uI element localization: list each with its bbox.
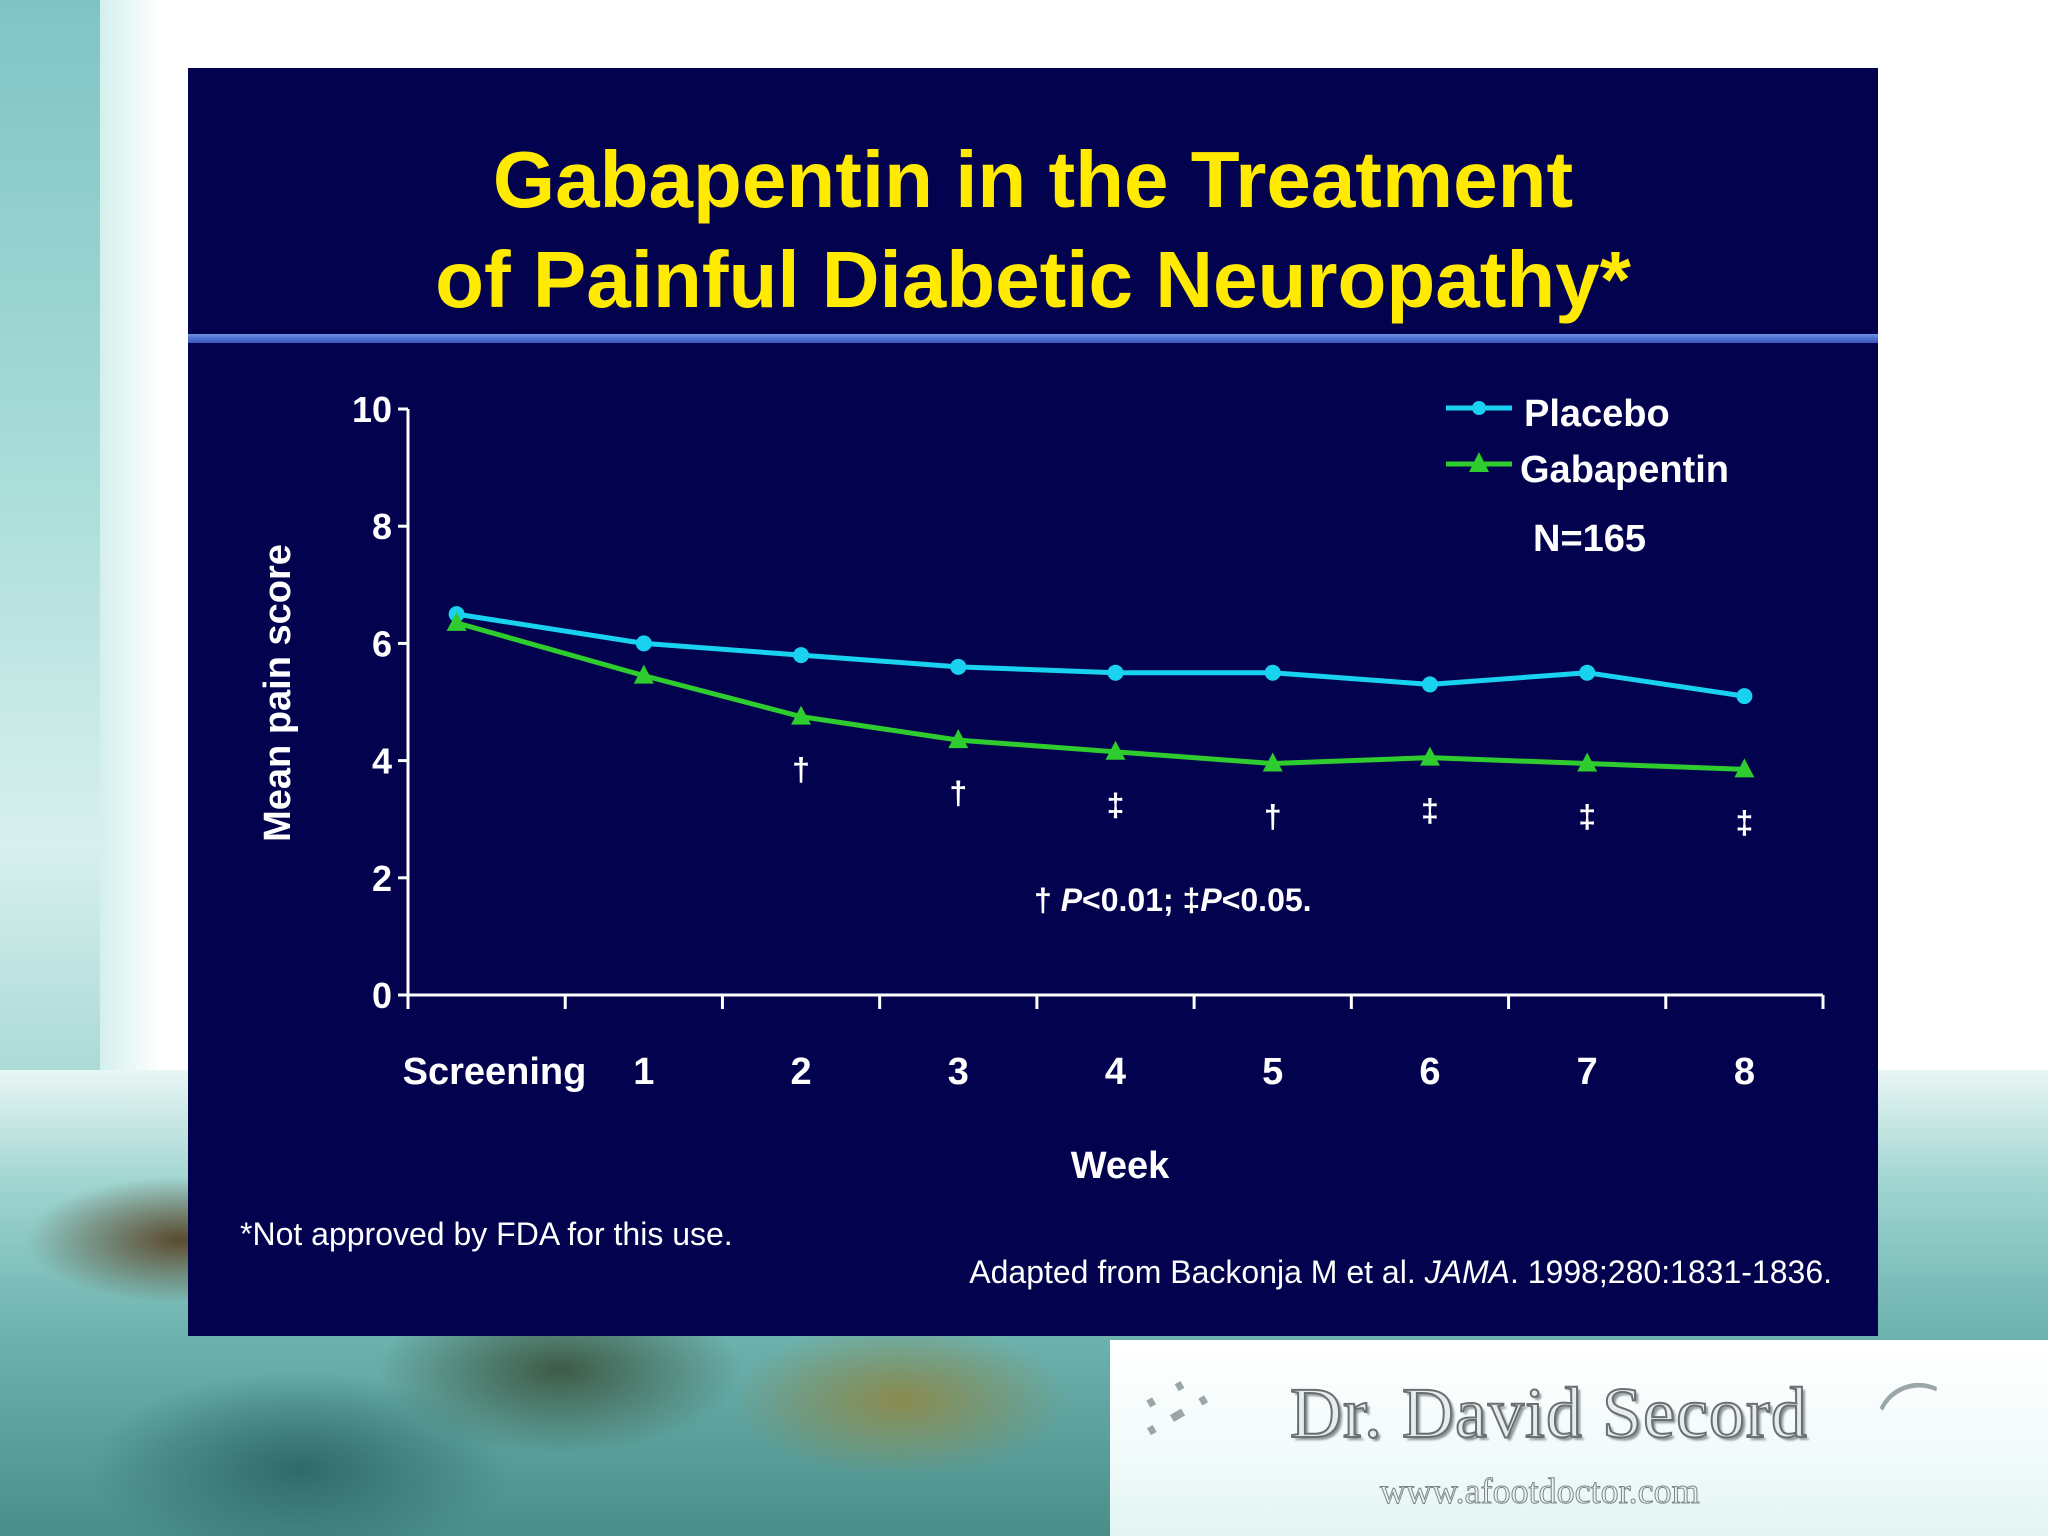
data-point-gabapentin xyxy=(633,664,654,684)
x-tick-label: 5 xyxy=(1262,1051,1283,1093)
data-point-placebo xyxy=(793,647,810,664)
title-divider xyxy=(188,334,1878,343)
data-point-gabapentin xyxy=(948,729,969,749)
x-axis-title: Week xyxy=(1071,1145,1170,1187)
significance-note: † P<0.01; ‡P<0.05. xyxy=(1034,882,1312,919)
dagger-symbol: † xyxy=(1034,882,1052,918)
data-point-gabapentin xyxy=(1419,746,1440,766)
y-tick-label: 4 xyxy=(372,741,392,782)
data-point-placebo xyxy=(950,658,967,675)
data-point-gabapentin xyxy=(791,705,812,725)
data-point-placebo xyxy=(1264,664,1281,681)
significance-marker: ‡ xyxy=(1421,793,1439,829)
x-tick-label: 3 xyxy=(948,1051,969,1093)
p-value-label-2: P xyxy=(1200,882,1222,918)
data-point-placebo xyxy=(635,635,652,652)
legend-swatch-gabapentin xyxy=(1446,452,1512,472)
y-axis-title: Mean pain score xyxy=(257,544,299,842)
y-tick-label: 0 xyxy=(372,975,392,1016)
data-point-placebo xyxy=(1107,664,1124,681)
logo-panel xyxy=(1110,1340,2048,1536)
data-point-gabapentin xyxy=(1577,752,1598,772)
significance-marker: ‡ xyxy=(1735,804,1753,840)
legend-label-gabapentin: Gabapentin xyxy=(1520,449,1730,491)
citation-prefix: Adapted from Backonja M et al. xyxy=(969,1254,1425,1290)
significance-marker: † xyxy=(949,775,967,811)
p-value-threshold-2: <0.05. xyxy=(1221,882,1312,918)
y-tick-label: 10 xyxy=(352,389,392,430)
series-line-placebo xyxy=(456,611,1745,699)
title-line-2: of Painful Diabetic Neuropathy* xyxy=(435,235,1631,324)
x-tick-label: 1 xyxy=(633,1051,654,1093)
significance-marker: † xyxy=(792,752,810,788)
line-chart: 0 2 4 6 8 10 Screening 1 2 3 4 5 6 7 8 Week Mean pain sc… xyxy=(257,389,1825,1187)
brand-url: www.afootdoctor.com xyxy=(1380,1471,1701,1512)
x-tick-label: 4 xyxy=(1105,1051,1126,1093)
y-tick-label: 8 xyxy=(372,506,392,547)
citation-journal: JAMA xyxy=(1424,1254,1510,1290)
y-tick-label: 6 xyxy=(372,623,392,664)
double-dagger-symbol: ‡ xyxy=(1182,882,1201,918)
significance-marker: ‡ xyxy=(1107,787,1125,823)
data-point-placebo xyxy=(1579,664,1596,681)
data-point-placebo xyxy=(1736,688,1753,705)
significance-marker: ‡ xyxy=(1578,799,1596,835)
legend-swatch-placebo xyxy=(1446,401,1512,415)
slide: Gabapentin in the Treatment of Painful D… xyxy=(188,68,1878,1336)
data-point-gabapentin xyxy=(1105,740,1126,760)
brand-name: Dr. David Secord xyxy=(1289,1372,1808,1454)
x-tick-label: 8 xyxy=(1734,1051,1755,1093)
data-point-gabapentin xyxy=(1262,752,1283,772)
data-point-gabapentin xyxy=(446,611,467,631)
x-tick-label: 7 xyxy=(1577,1051,1598,1093)
sample-size-label: N=165 xyxy=(1533,518,1647,560)
y-tick-label: 2 xyxy=(372,858,392,899)
title-line-1: Gabapentin in the Treatment xyxy=(492,135,1574,224)
x-tick-label: Screening xyxy=(403,1051,587,1093)
data-point-placebo xyxy=(1421,676,1438,693)
fda-footnote: *Not approved by FDA for this use. xyxy=(240,1216,733,1252)
x-tick-label: 6 xyxy=(1419,1051,1440,1093)
legend-label-placebo: Placebo xyxy=(1524,393,1670,435)
p-value-label-1: P xyxy=(1060,882,1083,918)
citation-suffix: . 1998;280:1831-1836. xyxy=(1509,1254,1832,1290)
p-value-threshold-1: <0.01; xyxy=(1082,882,1183,918)
significance-marker: † xyxy=(1264,799,1282,835)
data-point-gabapentin xyxy=(1734,758,1755,778)
x-tick-label: 2 xyxy=(790,1051,811,1093)
citation: Adapted from Backonja M et al. JAMA. 199… xyxy=(969,1254,1832,1291)
slide-title: Gabapentin in the Treatment of Painful D… xyxy=(188,130,1878,330)
